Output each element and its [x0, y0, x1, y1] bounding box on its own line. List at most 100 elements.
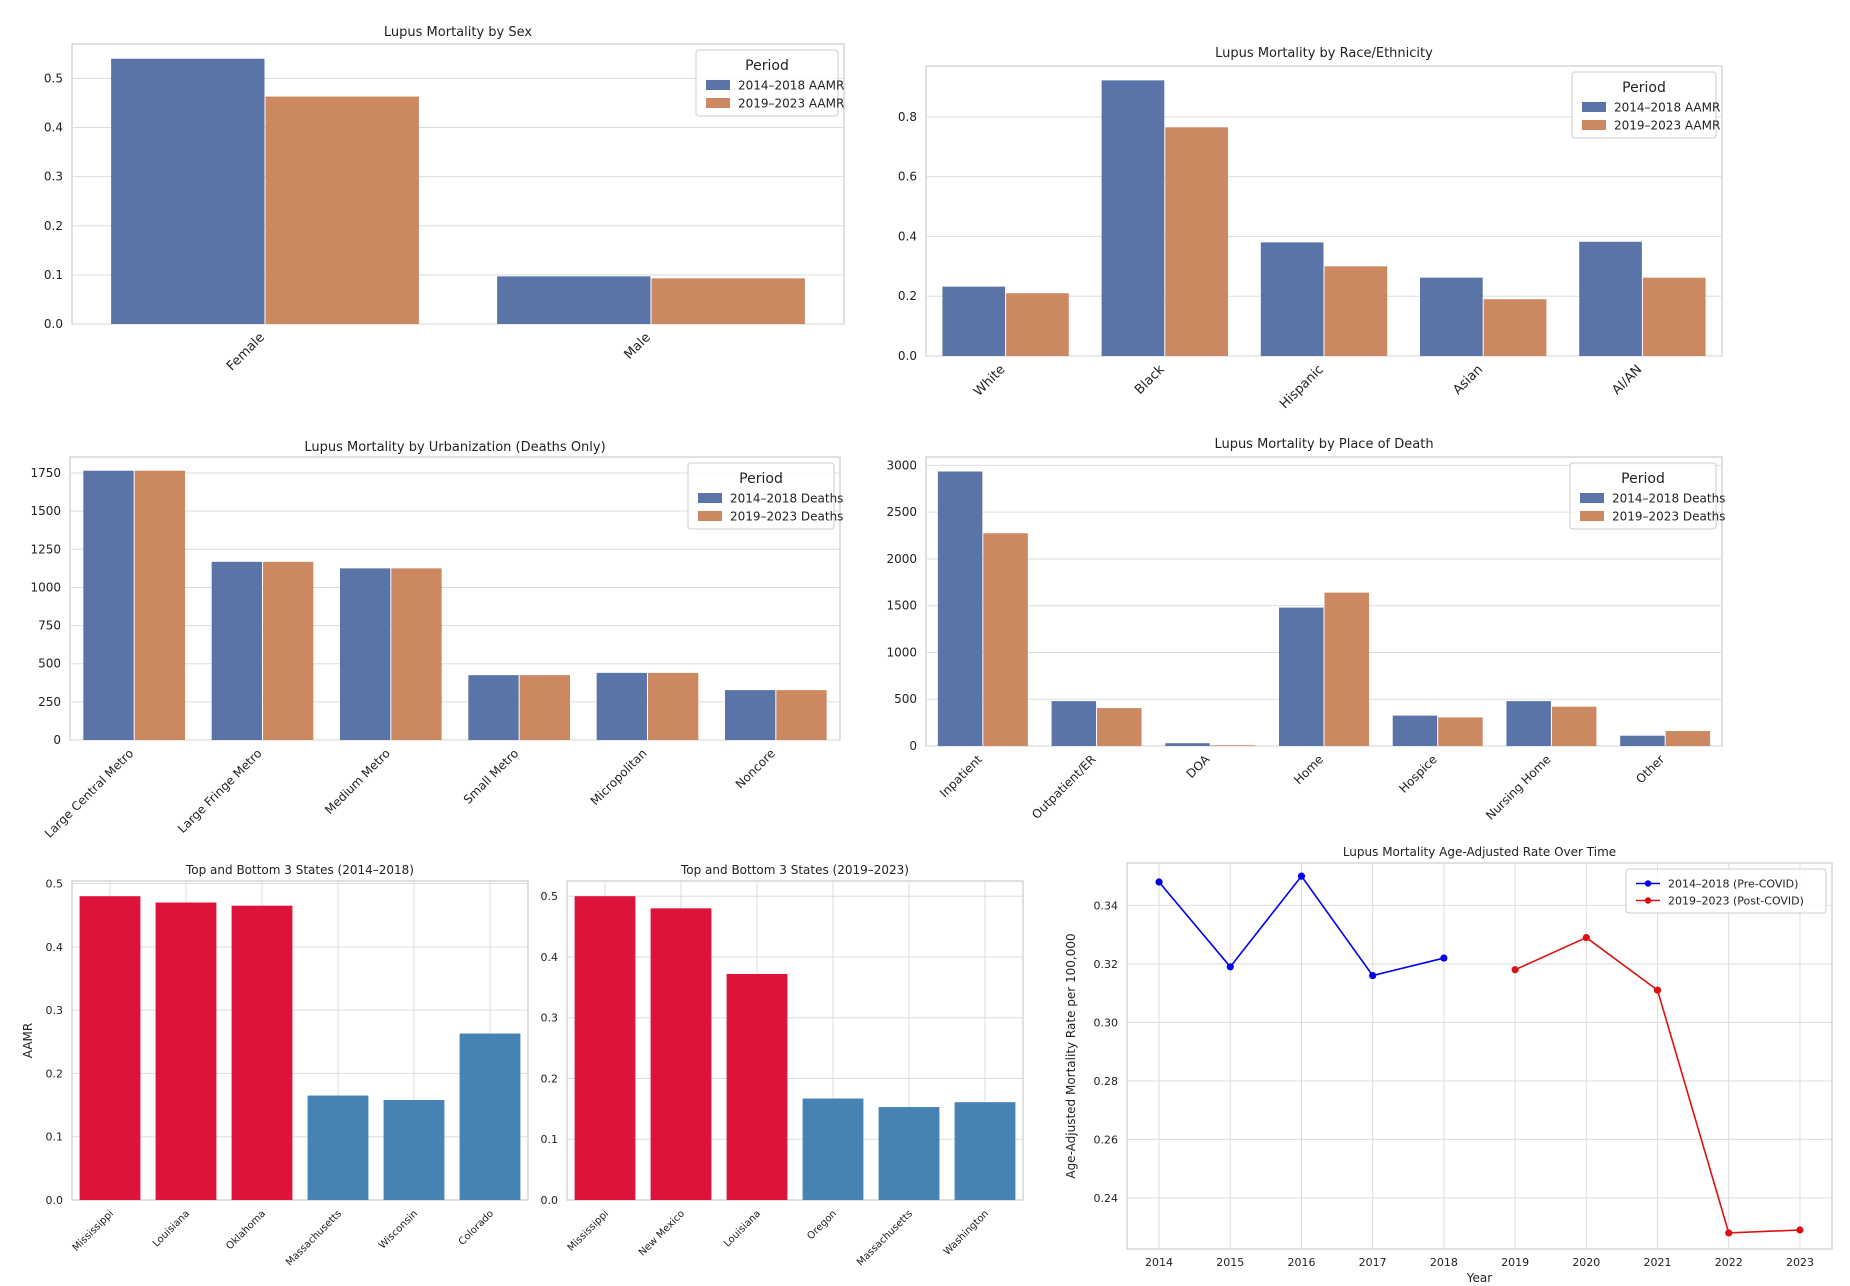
- bar-race: [1579, 241, 1642, 356]
- x-tick-label: Small Metro: [461, 746, 522, 807]
- y-tick-label: 0.8: [898, 110, 917, 124]
- y-tick-label: 250: [38, 695, 61, 709]
- x-tick-label: 2016: [1287, 1256, 1315, 1269]
- bar-states1: [383, 1099, 445, 1200]
- x-tick-label: Massachusetts: [284, 1208, 344, 1268]
- y-tick-label: 0.1: [541, 1133, 559, 1146]
- chart-urban: Lupus Mortality by Urbanization (Deaths …: [30, 440, 843, 841]
- legend-box: [695, 49, 839, 117]
- bar-race: [1260, 242, 1324, 356]
- y-tick-label: 0.24: [1094, 1192, 1119, 1205]
- y-axis-label: Age-Adjusted Mortality Rate per 100,000: [1064, 933, 1078, 1178]
- x-tick-label: Medium Metro: [322, 746, 393, 817]
- legend-swatch: [1580, 511, 1604, 521]
- x-tick-label: 2022: [1715, 1256, 1743, 1269]
- bar-race: [1006, 293, 1069, 356]
- x-tick-label: Female: [224, 330, 268, 374]
- y-tick-label: 0.34: [1094, 899, 1119, 912]
- x-tick-label: AI/AN: [1609, 362, 1645, 398]
- x-tick-label: Colorado: [457, 1208, 496, 1247]
- data-point: [1155, 878, 1163, 886]
- bar-urban: [83, 470, 134, 740]
- bar-place: [1279, 607, 1324, 746]
- bar-place: [1438, 717, 1483, 746]
- bar-place: [1324, 592, 1369, 746]
- bar-urban: [263, 561, 314, 740]
- x-tick-label: 2021: [1644, 1256, 1672, 1269]
- y-tick-label: 0.0: [541, 1194, 559, 1207]
- legend-marker: [1644, 897, 1652, 904]
- legend: Period 2014–2018 Deaths 2019–2023 Deaths: [1569, 462, 1725, 530]
- bar-place: [1051, 701, 1097, 746]
- bar-race: [942, 286, 1006, 356]
- bar-urban: [340, 568, 391, 740]
- bar-states2: [574, 896, 636, 1200]
- chart-states1: Top and Bottom 3 States (2014–2018) 0.0 0.…: [21, 863, 529, 1268]
- chart-title: Lupus Mortality Age-Adjusted Rate Over T…: [1343, 845, 1616, 859]
- bar-urban: [776, 690, 827, 740]
- y-tick-label: 0.4: [898, 229, 917, 243]
- legend-entry: 2014–2018 AAMR: [1614, 100, 1720, 114]
- x-tick-label: Washington: [942, 1208, 991, 1257]
- x-tick-label: Mississippi: [71, 1208, 116, 1253]
- y-tick-label: 0.3: [44, 170, 63, 184]
- bar-states2: [726, 973, 788, 1200]
- bar-race: [1483, 299, 1547, 356]
- chart-race: Lupus Mortality by Race/Ethnicity 0.0 0.2 0…: [898, 46, 1723, 412]
- chart-states2: Top and Bottom 3 States (2019–2023) 0.0 0.…: [541, 863, 1024, 1268]
- x-tick-label: Nursing Home: [1483, 752, 1553, 822]
- bar-place: [1165, 743, 1210, 746]
- y-tick-label: 0.2: [46, 1067, 64, 1080]
- chart-place: Lupus Mortality by Place of Death 0 500 100…: [886, 437, 1725, 823]
- x-tick-label: Hispanic: [1277, 362, 1327, 412]
- data-point: [1226, 963, 1234, 971]
- y-tick-label: 1750: [30, 466, 61, 480]
- x-tick-label: 2017: [1359, 1256, 1387, 1269]
- y-tick-label: 2000: [886, 552, 917, 566]
- x-tick-label: Mississippi: [566, 1208, 611, 1253]
- legend-entry: 2019–2023 (Post-COVID): [1668, 894, 1804, 907]
- y-tick-label: 0.32: [1094, 958, 1119, 971]
- x-axis-label: Year: [1466, 1271, 1492, 1285]
- y-tick-label: 1500: [30, 504, 61, 518]
- legend-entry: 2014–2018 (Pre-COVID): [1668, 877, 1798, 890]
- data-point: [1440, 954, 1448, 962]
- bar-sex: [265, 96, 419, 324]
- x-tick-label: 2015: [1216, 1256, 1244, 1269]
- legend-entry: 2019–2023 Deaths: [1612, 509, 1725, 523]
- y-tick-label: 0.4: [44, 121, 63, 135]
- legend-swatch: [698, 493, 722, 503]
- legend-entry: 2019–2023 AAMR: [738, 96, 844, 110]
- x-tick-label: Inpatient: [937, 752, 985, 800]
- x-tick-label: Wisconsin: [377, 1208, 420, 1251]
- y-tick-label: 0.5: [46, 878, 64, 891]
- bar-states2: [954, 1102, 1016, 1200]
- x-tick-label: 2018: [1430, 1256, 1458, 1269]
- chart-title: Top and Bottom 3 States (2014–2018): [185, 863, 414, 877]
- y-tick-label: 0.1: [46, 1131, 64, 1144]
- legend-swatch: [706, 80, 730, 90]
- x-tick-label: Asian: [1450, 362, 1486, 398]
- y-tick-label: 0.3: [541, 1012, 559, 1025]
- bar-race: [1420, 277, 1483, 356]
- bar-place: [1665, 731, 1711, 746]
- x-tick-label: Oklahoma: [224, 1208, 268, 1252]
- y-tick-label: 0.2: [541, 1072, 559, 1085]
- y-tick-label: 0.6: [898, 170, 917, 184]
- x-tick-label: White: [971, 362, 1008, 399]
- legend-swatch: [1580, 493, 1604, 503]
- data-point: [1511, 966, 1519, 974]
- y-tick-label: 0.30: [1094, 1016, 1119, 1029]
- data-point: [1725, 1229, 1733, 1237]
- x-tick-label: Male: [621, 330, 653, 362]
- legend: Period 2014–2018 Deaths 2019–2023 Deaths: [687, 462, 843, 530]
- bar-states1: [79, 896, 141, 1200]
- chart-title: Lupus Mortality by Urbanization (Deaths …: [304, 440, 605, 455]
- bar-states1: [155, 902, 217, 1200]
- bar-states2: [650, 908, 712, 1200]
- bar-urban: [391, 568, 442, 740]
- bar-race: [1101, 80, 1165, 356]
- bar-urban: [648, 672, 699, 740]
- legend-entry: 2019–2023 AAMR: [1614, 118, 1720, 132]
- x-tick-label: Massachusetts: [855, 1208, 915, 1268]
